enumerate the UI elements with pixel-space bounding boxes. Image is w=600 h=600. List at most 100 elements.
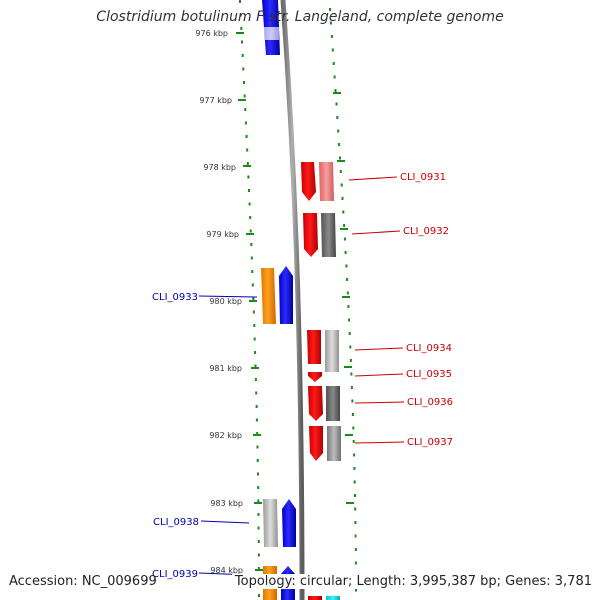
reverse-gene-labels: CLI_0933 CLI_0938 CLI_0939 <box>152 292 199 580</box>
track-dot <box>240 27 243 30</box>
scale-ticks <box>236 32 354 571</box>
track-dot <box>354 561 357 565</box>
track-dot <box>342 210 345 214</box>
track-dot <box>250 256 253 260</box>
track-dot <box>348 318 351 322</box>
track-dot <box>341 197 344 200</box>
gene-arrow <box>321 213 336 257</box>
track-dot <box>333 75 336 79</box>
gene-arrow <box>282 499 296 547</box>
track-dot <box>347 305 350 308</box>
track-dot <box>244 121 247 125</box>
gene-label-cli-0933[interactable]: CLI_0933 <box>152 292 198 303</box>
gene-arrow <box>326 386 340 421</box>
leader-line <box>351 230 401 235</box>
track-dot <box>257 526 260 530</box>
reverse-strand-genes <box>261 0 296 600</box>
track-dot <box>353 480 356 484</box>
gene-label-cli-0938[interactable]: CLI_0938 <box>153 517 199 528</box>
genome-summary-text: Topology: circular; Length: 3,995,387 bp… <box>231 574 592 589</box>
scale-label: 979 kbp <box>206 230 239 239</box>
leader-line <box>354 347 404 351</box>
track-dot <box>247 175 250 179</box>
track-dot <box>257 499 260 503</box>
track-dot <box>355 588 357 592</box>
gene-arrow <box>279 266 293 324</box>
gene-arrow <box>308 386 323 421</box>
track-dot <box>332 62 335 65</box>
gene-label-cli-0931[interactable]: CLI_0931 <box>400 172 446 183</box>
track-dot <box>329 8 331 11</box>
track-dot <box>331 48 334 52</box>
track-dot <box>334 89 337 92</box>
track-dot <box>254 364 257 368</box>
track-dot <box>354 521 357 524</box>
track-dot <box>257 472 259 476</box>
scale-label: 980 kbp <box>209 297 242 306</box>
leader-line <box>198 295 258 298</box>
gene-arrow <box>319 162 334 201</box>
track-dot <box>246 162 249 165</box>
gene-arrow <box>307 330 321 364</box>
gene-arrow <box>325 330 339 372</box>
track-dot <box>349 345 352 349</box>
track-dot <box>248 202 251 206</box>
track-dot <box>258 594 260 597</box>
track-dot <box>251 270 254 273</box>
scale-label: 982 kbp <box>209 431 242 440</box>
track-dot <box>249 216 252 219</box>
track-dot <box>256 432 259 435</box>
track-dot <box>255 418 258 422</box>
track-dot <box>241 54 244 57</box>
track-dot <box>351 399 354 403</box>
track-dot <box>353 453 356 457</box>
track-dot <box>257 553 260 557</box>
track-dot <box>239 0 241 3</box>
gene-leader-lines <box>198 176 405 576</box>
gene-arrow <box>308 596 322 600</box>
scale-label: 984 kbp <box>210 566 243 575</box>
track-dot <box>354 507 357 511</box>
track-dot <box>251 283 254 287</box>
track-dot <box>244 108 247 111</box>
track-dot <box>349 359 352 362</box>
leader-line <box>354 441 405 444</box>
track-dot <box>252 310 255 314</box>
track-dot <box>340 183 343 187</box>
track-dot <box>257 486 260 489</box>
gene-label-cli-0932[interactable]: CLI_0932 <box>403 226 449 237</box>
gene-label-cli-0935[interactable]: CLI_0935 <box>406 369 452 380</box>
gene-label-cli-0937[interactable]: CLI_0937 <box>407 437 453 448</box>
track-dot <box>336 116 339 119</box>
track-dot <box>245 135 248 138</box>
track-dot <box>254 378 257 381</box>
track-dot <box>339 170 342 173</box>
track-dot <box>248 189 250 192</box>
track-dot <box>344 251 347 254</box>
track-dot <box>353 467 356 470</box>
gene-label-cli-0939[interactable]: CLI_0939 <box>152 569 198 580</box>
gene-arrow <box>264 27 279 40</box>
track-dot <box>243 94 246 98</box>
track-dot <box>354 548 357 551</box>
scale-label: 976 kbp <box>195 29 228 38</box>
track-dot <box>252 297 255 300</box>
track-dot <box>246 148 249 152</box>
scale-labels: 976 kbp 977 kbp 978 kbp 979 kbp 980 kbp … <box>195 29 243 575</box>
track-dot <box>346 291 349 295</box>
gene-label-cli-0936[interactable]: CLI_0936 <box>407 397 453 408</box>
track-dot <box>253 324 256 327</box>
track-dot <box>249 229 252 233</box>
track-dot <box>337 129 340 133</box>
leader-line <box>348 176 398 181</box>
genome-backbone <box>280 0 305 600</box>
gene-arrow <box>261 268 276 324</box>
gene-label-cli-0934[interactable]: CLI_0934 <box>406 343 452 354</box>
scale-label: 978 kbp <box>203 163 236 172</box>
track-dot <box>241 40 243 44</box>
gene-arrow <box>263 499 278 547</box>
gene-arrow <box>301 162 316 201</box>
track-dot <box>256 459 259 462</box>
track-dot <box>354 494 356 497</box>
